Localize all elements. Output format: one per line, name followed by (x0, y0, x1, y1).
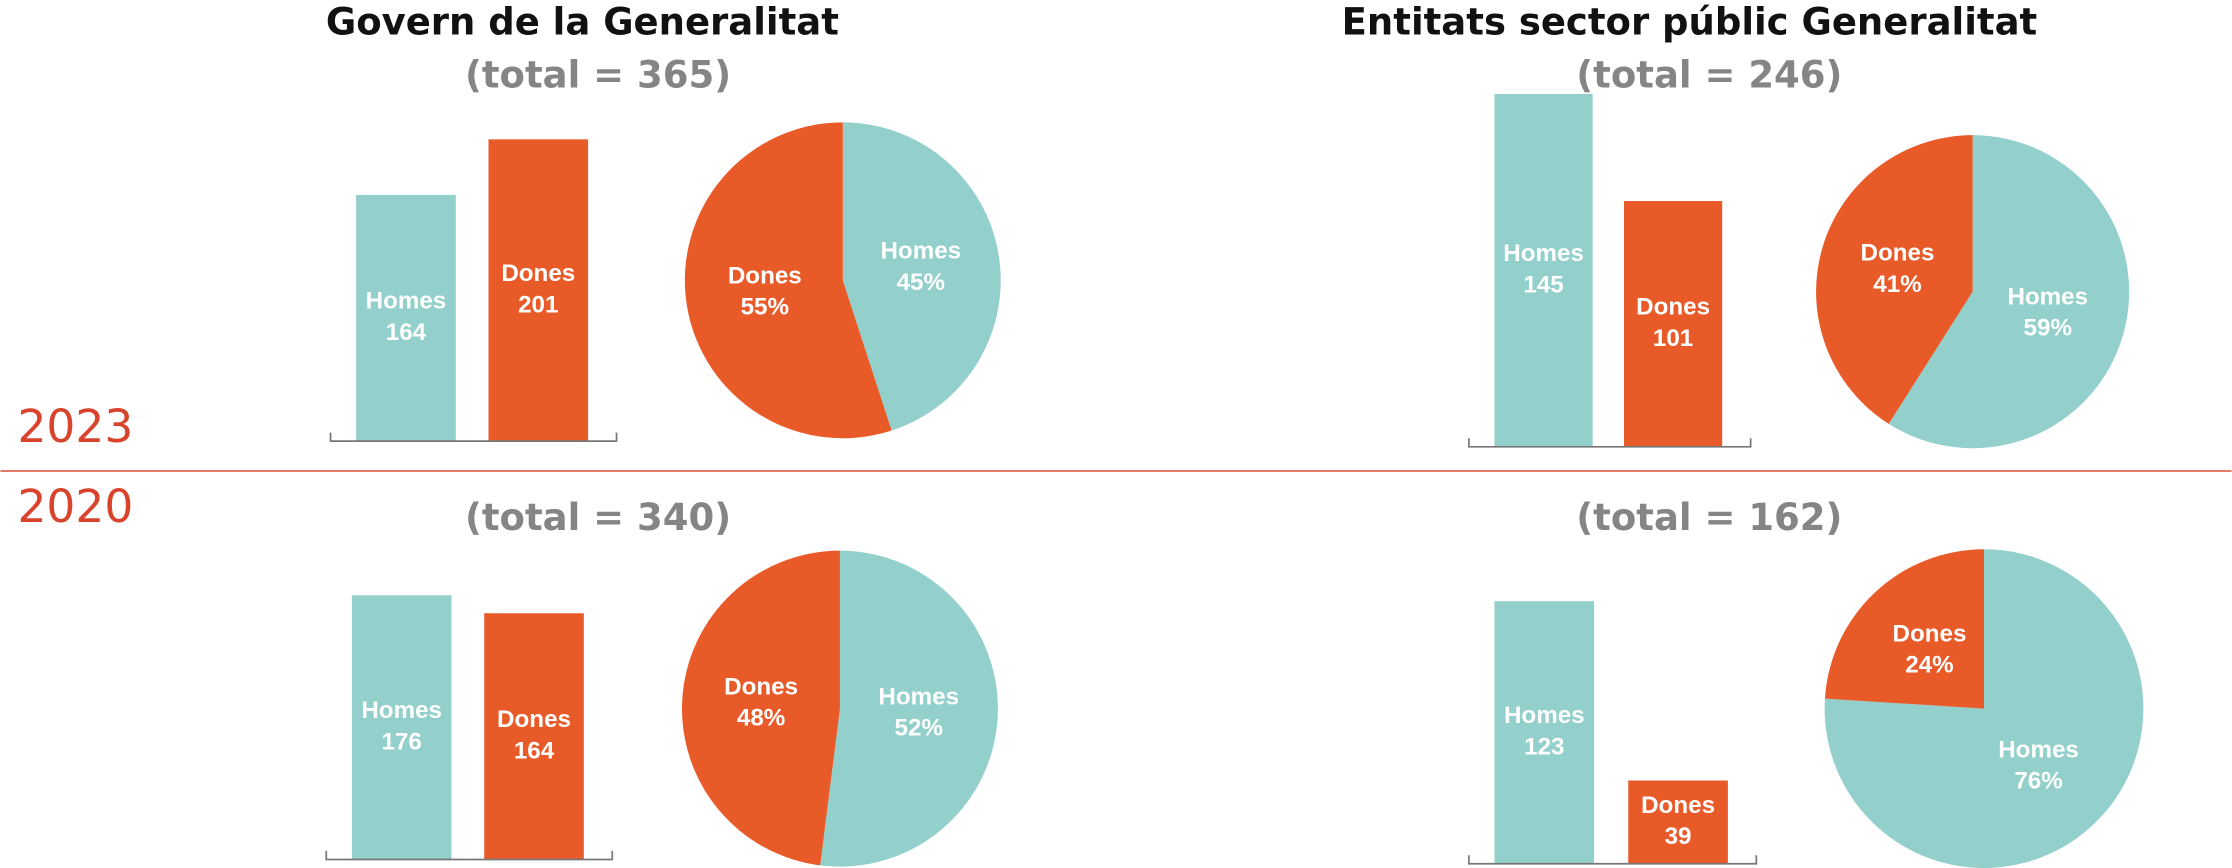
axis-line (329, 432, 618, 442)
chart-subtitle: (total = 246) (1576, 53, 1842, 96)
chart-subtitle: (total = 365) (465, 53, 731, 96)
pie-category-label: Homes (880, 238, 961, 265)
bar-value-label: 145 (1523, 271, 1563, 298)
pie-slice (820, 550, 998, 867)
pie-slice (682, 550, 840, 866)
pie-value-label: 45% (897, 269, 945, 296)
pie-value-label: 24% (1905, 652, 1953, 679)
axis-line (1468, 855, 1758, 865)
year-label: 2020 (17, 480, 133, 533)
chart-title: Entitats sector públic Generalitat (1342, 1, 2038, 44)
pie-value-label: 48% (737, 705, 785, 732)
chart-subtitle: (total = 340) (465, 496, 731, 539)
pie-category-label: Homes (1998, 736, 2079, 763)
bar (484, 613, 584, 860)
bar-category-label: Homes (1504, 702, 1585, 729)
bar-value-label: 123 (1524, 734, 1564, 761)
bar-category-label: Dones (501, 260, 575, 287)
pie-slice (1824, 549, 1984, 709)
pie-value-label: 52% (895, 715, 943, 742)
bar-category-label: Homes (361, 697, 442, 724)
year-label: 2023 (17, 400, 133, 453)
pie-slice (684, 122, 892, 439)
bar-value-label: 164 (514, 737, 555, 764)
bar-category-label: Dones (1636, 294, 1710, 321)
chart-subtitle: (total = 162) (1576, 496, 1842, 539)
bar-value-label: 39 (1665, 823, 1692, 850)
pie-category-label: Dones (724, 673, 798, 700)
bar (356, 194, 456, 442)
pie-slice (842, 122, 1001, 431)
bar-value-label: 101 (1653, 325, 1693, 352)
pie-category-label: Dones (728, 262, 802, 289)
bar-category-label: Dones (497, 706, 571, 733)
bar (1494, 93, 1593, 447)
pie-category-label: Dones (1892, 620, 1966, 647)
pie-value-label: 55% (741, 294, 789, 321)
bar (1623, 201, 1723, 447)
pie-category-label: Homes (878, 683, 959, 710)
bar (351, 595, 452, 860)
pie-value-label: 41% (1873, 271, 1921, 298)
pie-value-label: 76% (2014, 768, 2062, 795)
bar-category-label: Homes (366, 288, 447, 315)
pie-slice (1888, 135, 2130, 449)
axis-line (325, 850, 614, 861)
bar-category-label: Dones (1641, 792, 1715, 819)
bar-value-label: 176 (381, 728, 421, 755)
bar-category-label: Homes (1503, 240, 1584, 267)
pie-value-label: 59% (2024, 315, 2072, 342)
bar-value-label: 164 (386, 319, 427, 346)
pie-slice (1816, 135, 1973, 424)
pie-category-label: Dones (1861, 240, 1935, 267)
axis-line (1468, 438, 1752, 448)
bar (1628, 780, 1728, 864)
bar (488, 139, 589, 442)
pie-category-label: Homes (2007, 283, 2088, 310)
bar (1494, 601, 1595, 864)
chart-title: Govern de la Generalitat (326, 1, 839, 44)
bar-value-label: 201 (518, 291, 558, 318)
